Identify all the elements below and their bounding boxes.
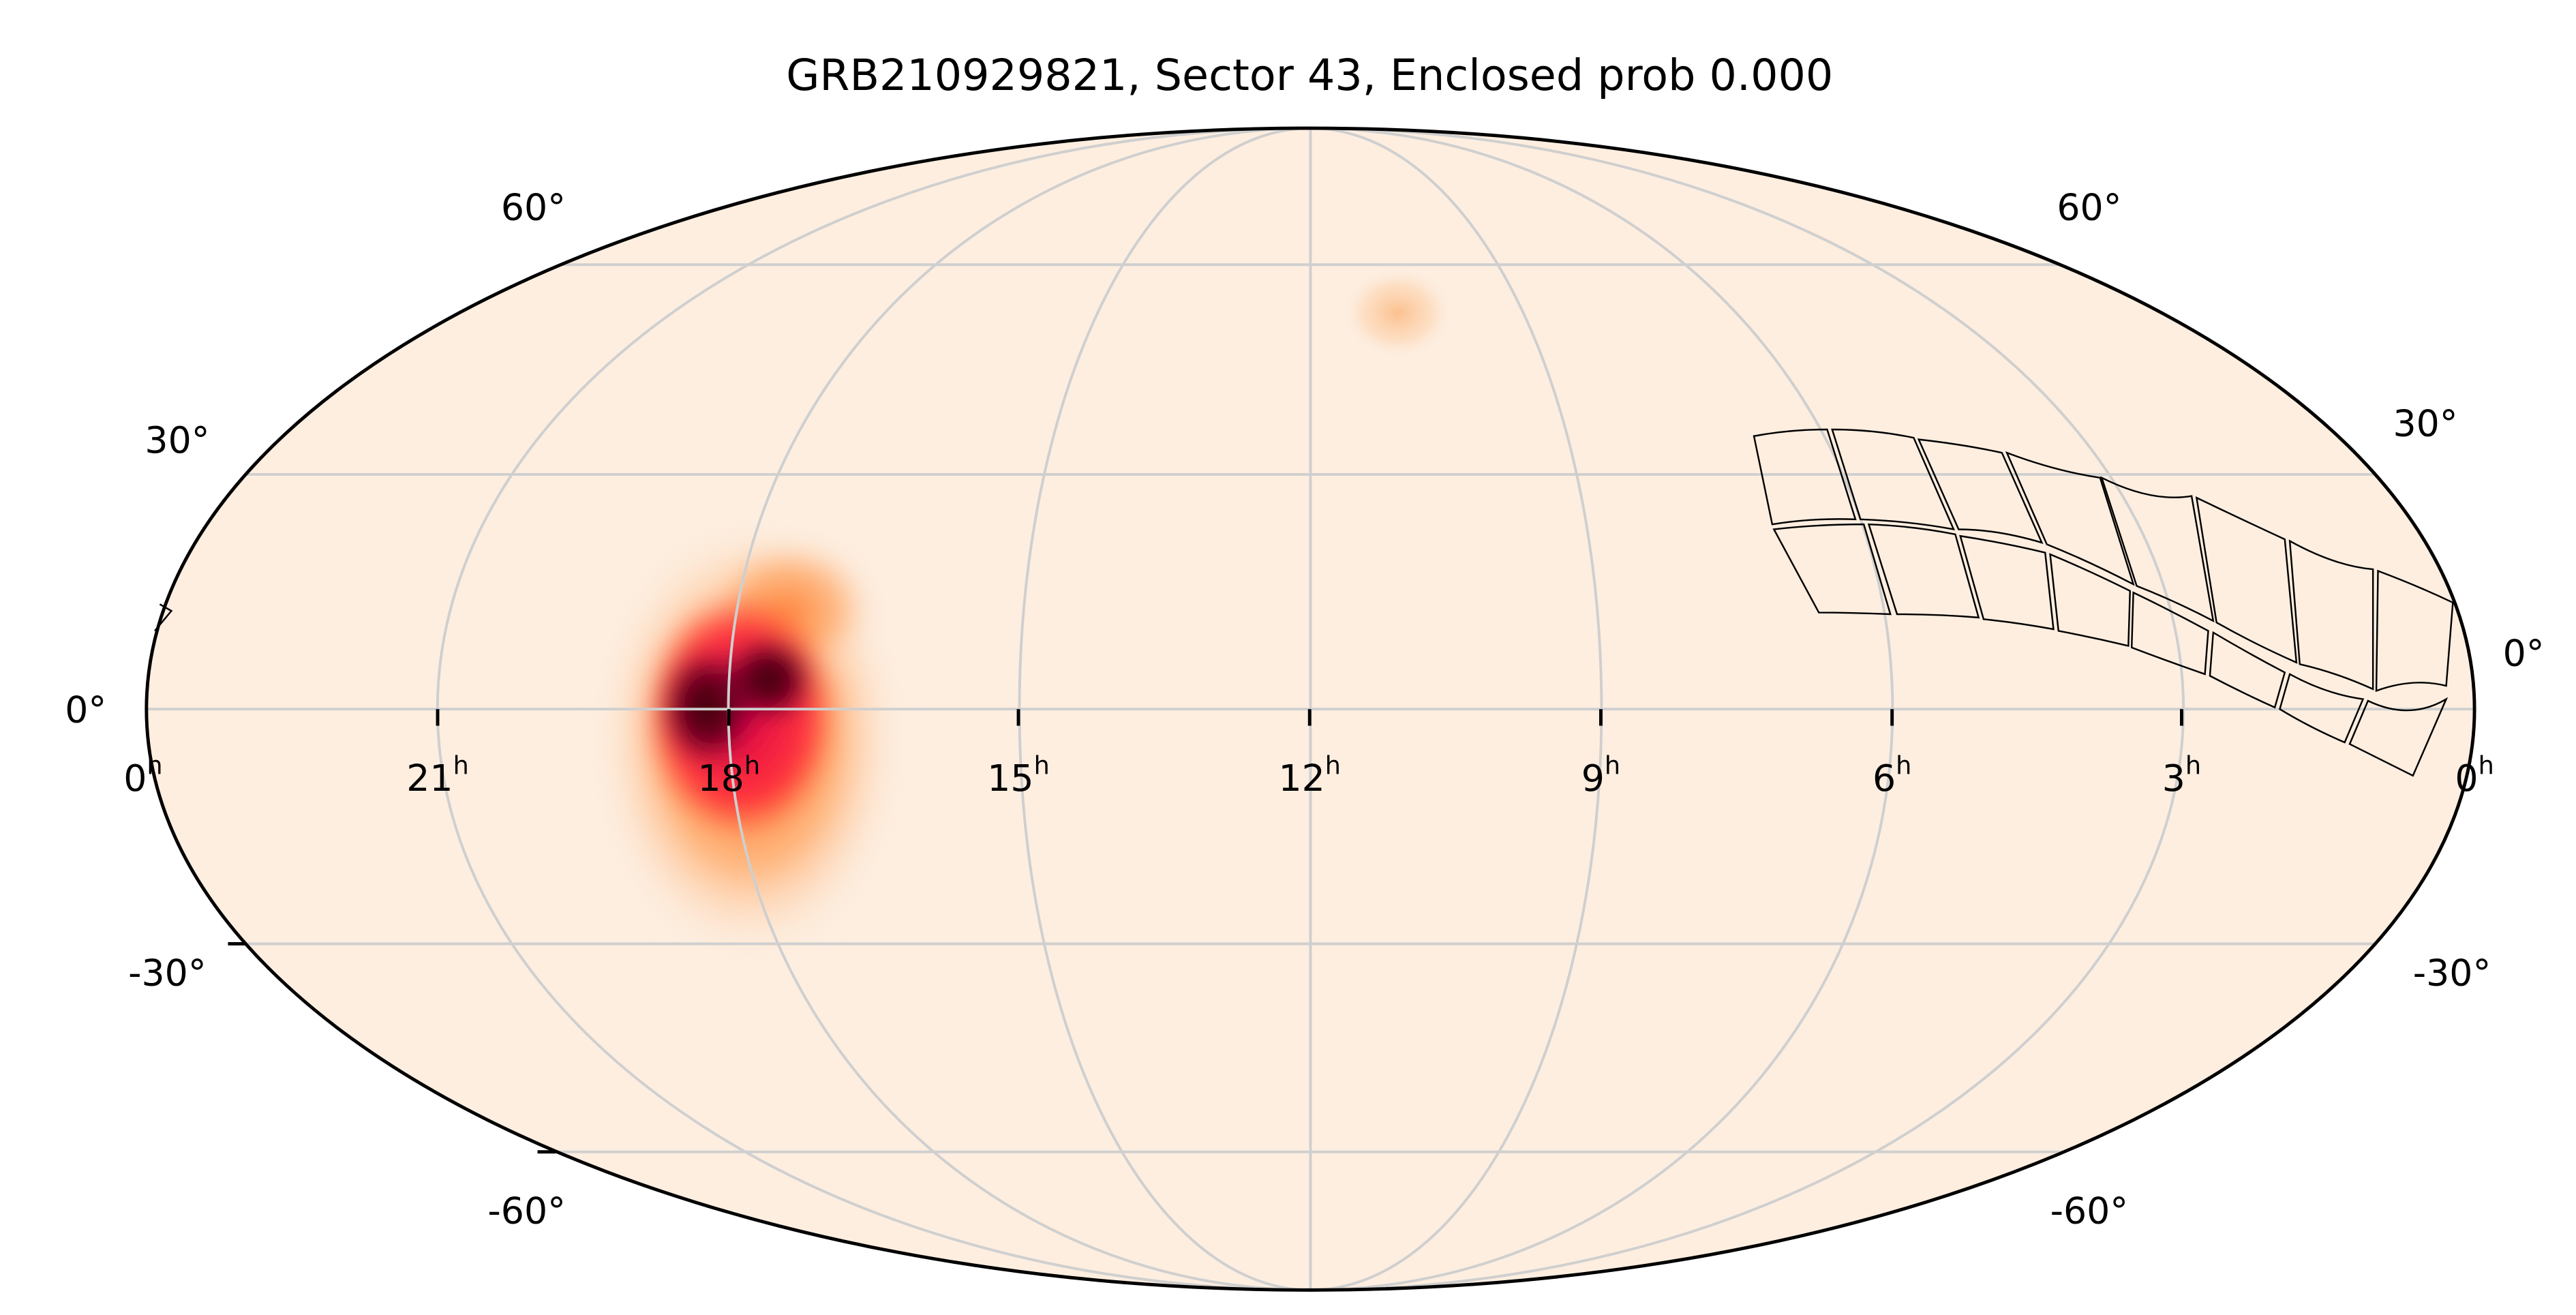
ra-tick-labels: 0h 21h 18h 15h 12h 9h 6h 3h 0h [123,751,2494,799]
svg-text:-30°: -30° [128,952,207,995]
svg-text:21h: 21h [406,751,469,799]
ccd-tile [2049,553,2131,647]
chart-title: GRB210929821, Sector 43, Enclosed prob 0… [786,50,1833,100]
secondary-probability-lobe [1341,266,1455,360]
ccd-tile [1772,523,1892,616]
ccd-tile [2195,496,2298,664]
svg-text:0°: 0° [2503,632,2545,675]
ccd-tile [2005,451,2135,586]
svg-text:15h: 15h [987,751,1050,799]
svg-text:18h: 18h [697,751,760,799]
svg-text:12h: 12h [1278,751,1341,799]
ra-ticks [436,709,2183,726]
svg-text:30°: 30° [2393,402,2457,445]
svg-text:60°: 60° [2057,185,2121,228]
ccd-tile [2209,631,2286,709]
ccd-tile [1831,428,1956,531]
ccd-tile [1867,523,1980,619]
ccd-tile [2279,673,2365,744]
svg-text:-30°: -30° [2413,952,2491,995]
svg-text:0h: 0h [2455,751,2494,799]
svg-text:0h: 0h [123,751,162,799]
svg-text:9h: 9h [1581,751,1620,799]
dec-tick-labels-left: 60° 30° 0° -30° -60° [65,185,566,1232]
svg-text:6h: 6h [1873,751,1911,799]
svg-text:-60°: -60° [2050,1190,2129,1233]
ccd-tile [2130,591,2209,676]
svg-text:-60°: -60° [487,1190,566,1233]
dec-tick-labels-right: 60° 30° 0° -30° -60° [2050,185,2545,1232]
ccd-tile [1753,428,1857,526]
ccd-tile [1917,438,2044,544]
ccd-tile [2375,569,2454,693]
ccd-tile [2288,539,2374,691]
svg-text:60°: 60° [501,185,566,228]
projection-boundary [145,126,2476,1292]
svg-text:30°: 30° [145,419,209,462]
svg-text:3h: 3h [2162,751,2201,799]
ccd-tile [1959,534,2055,631]
ccd-tile [2100,476,2215,623]
svg-text:0°: 0° [65,689,106,731]
tess-footprint [1753,428,2454,777]
ccd-tile [2348,697,2449,777]
